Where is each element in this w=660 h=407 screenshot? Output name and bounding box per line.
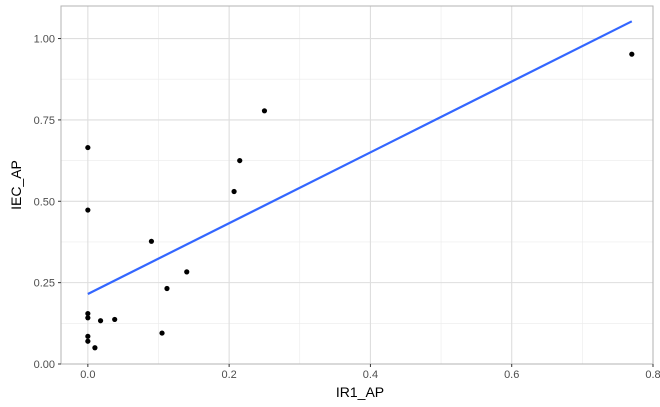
x-tick-label: 0.8 bbox=[645, 369, 660, 381]
data-point bbox=[85, 338, 91, 344]
y-tick-label: 0.25 bbox=[34, 278, 55, 290]
x-axis-title: IR1_AP bbox=[336, 384, 384, 400]
y-axis-ticks: 0.00 0.25 0.50 0.75 1.00 bbox=[34, 34, 61, 371]
data-point bbox=[261, 108, 268, 114]
data-point bbox=[85, 310, 91, 317]
data-point bbox=[92, 345, 98, 351]
x-tick-label: 0.6 bbox=[504, 369, 519, 381]
data-point bbox=[231, 188, 237, 195]
data-point bbox=[85, 315, 91, 321]
data-point bbox=[85, 207, 91, 213]
y-tick-label: 1.00 bbox=[34, 34, 55, 46]
data-point bbox=[184, 269, 190, 275]
x-axis-ticks: 0.0 0.2 0.4 0.6 0.8 bbox=[80, 364, 660, 381]
panel-border bbox=[60, 5, 654, 365]
fit-line-layer bbox=[87, 20, 633, 296]
y-tick-label: 0.00 bbox=[34, 359, 55, 371]
y-axis-title: IEC_AP bbox=[8, 160, 24, 210]
x-tick-label: 0.0 bbox=[80, 369, 95, 381]
x-tick-label: 0.2 bbox=[221, 369, 236, 381]
data-point bbox=[85, 333, 91, 339]
data-point bbox=[164, 285, 170, 292]
data-point bbox=[97, 318, 104, 324]
data-point bbox=[629, 51, 635, 57]
data-point bbox=[237, 157, 243, 164]
data-point bbox=[112, 316, 118, 323]
data-point bbox=[148, 238, 155, 244]
data-point bbox=[85, 144, 91, 151]
y-tick-label: 0.75 bbox=[34, 115, 55, 127]
data-point bbox=[159, 330, 165, 336]
points-layer bbox=[85, 51, 635, 351]
regression-line bbox=[87, 20, 633, 296]
y-tick-label: 0.50 bbox=[34, 196, 55, 208]
x-tick-label: 0.4 bbox=[363, 369, 378, 381]
